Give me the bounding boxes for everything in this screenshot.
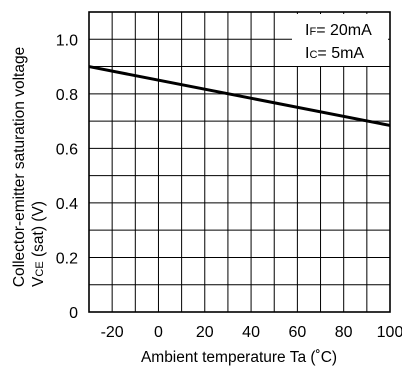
y-tick-label: 1.0 [56,32,78,49]
y-axis-symbol-rest: (sat) (V) [30,201,47,261]
legend-ic-main: I [305,45,309,62]
legend-ic-rest: = 5mA [317,45,364,62]
legend-if-main: I [305,22,309,39]
x-tick-label: 0 [154,324,163,341]
plot-frame [88,11,391,313]
legend-entry-ic: IC= 5mA [305,45,364,62]
legend-entry-if: IF= 20mA [305,22,372,39]
legend-background [292,14,388,66]
y-tick-labels: 0 0.2 0.4 0.6 0.8 1.0 [56,32,78,322]
y-axis-symbol-main: V [30,276,47,287]
series-line-0 [88,65,391,127]
legend-if-sub: F [309,26,316,38]
legend-box: IF= 20mA IC= 5mA [292,14,388,66]
x-tick-label: 80 [335,324,353,341]
y-tick-label: 0.2 [56,250,78,267]
y-tick-label: 0.6 [56,141,78,158]
x-tick-label: 100 [377,324,402,341]
y-axis-title-line1: Collector-emitter saturation voltage [11,47,28,287]
x-axis-title: Ambient temperature Ta (˚C) [141,349,337,366]
x-tick-label: 60 [288,324,306,341]
y-tick-label: 0.4 [56,196,78,213]
y-axis-symbol-sub: CE [34,261,46,276]
x-tick-label: 20 [196,324,214,341]
legend-ic-sub: C [309,49,317,61]
x-tick-label: 40 [242,324,260,341]
series-layer [88,65,391,127]
y-tick-label: 0.8 [56,87,78,104]
legend-if-rest: = 20mA [316,22,372,39]
x-tick-label: -20 [101,324,124,341]
y-tick-label: 0 [69,305,78,322]
y-axis-title-line2: VCE (sat) (V) [30,201,47,287]
x-tick-labels: -20 0 20 40 60 80 100 [101,324,402,341]
